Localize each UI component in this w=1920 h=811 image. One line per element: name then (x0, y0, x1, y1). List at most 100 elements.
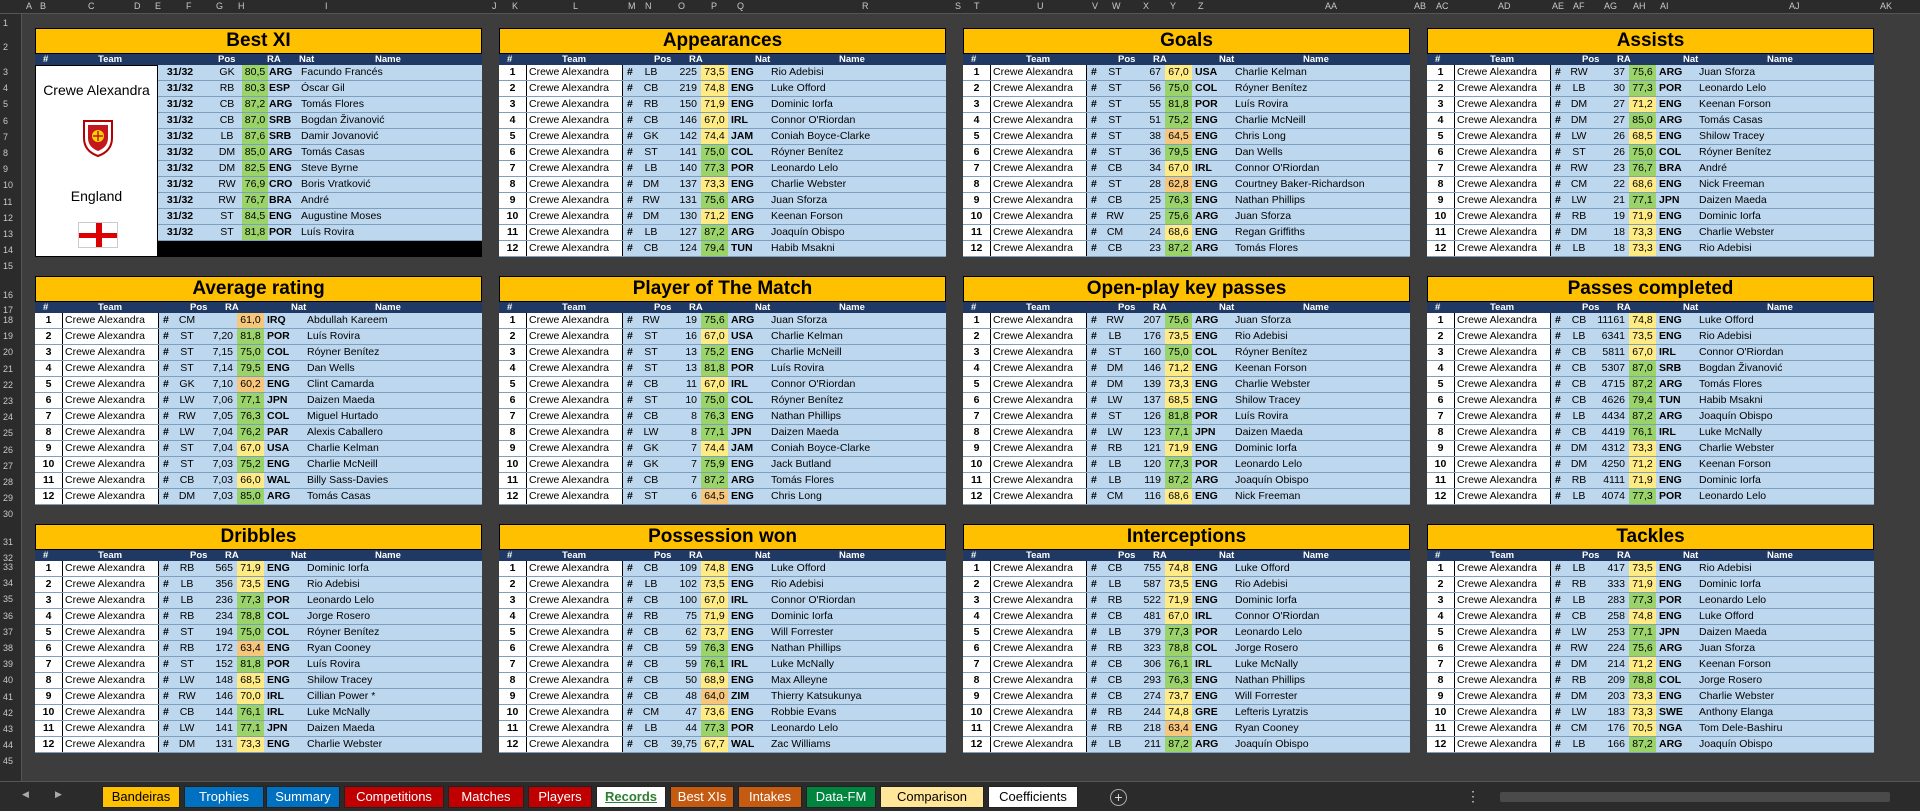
column-header[interactable]: X (1143, 1, 1150, 11)
row-header[interactable]: 11 (3, 196, 13, 207)
column-header[interactable]: N (645, 1, 652, 11)
column-header[interactable]: R (862, 1, 869, 11)
row-header[interactable]: 21 (3, 363, 14, 374)
row-header[interactable]: 16 (3, 290, 14, 300)
row-header[interactable]: 43 (3, 724, 14, 734)
column-header[interactable]: M (628, 1, 636, 11)
row-header[interactable]: 8 (3, 148, 9, 158)
row-header[interactable]: 27 (3, 460, 14, 471)
column-header[interactable]: AA (1325, 1, 1338, 11)
row-header[interactable]: 19 (3, 331, 14, 342)
column-header[interactable]: B (40, 1, 47, 11)
column-header[interactable]: AH (1633, 1, 1646, 11)
column-header[interactable]: E (155, 1, 162, 11)
tab-intakes[interactable]: Intakes (738, 786, 802, 808)
row-header[interactable]: 37 (3, 626, 14, 637)
tab-bestxis[interactable]: Best XIs (670, 786, 734, 808)
row-header[interactable]: 26 (3, 444, 14, 455)
column-header[interactable]: U (1037, 1, 1044, 11)
tab-records[interactable]: Records (596, 786, 666, 808)
tab-scroll-next-icon[interactable]: ▶ (55, 789, 62, 799)
row-header[interactable]: 35 (3, 594, 14, 605)
row-header[interactable]: 41 (3, 691, 14, 702)
column-header[interactable]: J (492, 1, 497, 11)
column-header[interactable]: H (238, 1, 245, 11)
column-header[interactable]: AG (1604, 1, 1618, 11)
row-header[interactable]: 28 (3, 477, 14, 487)
horizontal-scrollbar[interactable] (1500, 792, 1890, 802)
tab-scroll-prev-icon[interactable]: ◀ (22, 789, 29, 799)
tab-players[interactable]: Players (528, 786, 592, 808)
tab-bandeiras[interactable]: Bandeiras (102, 786, 180, 808)
column-header[interactable]: AE (1552, 1, 1565, 11)
column-header[interactable]: T (974, 1, 980, 11)
column-header[interactable]: O (678, 1, 686, 11)
row-header[interactable]: 13 (3, 229, 14, 239)
row-header[interactable]: 9 (3, 164, 9, 175)
row-header[interactable]: 33 (3, 562, 14, 572)
column-header[interactable]: I (325, 1, 328, 11)
row-header[interactable]: 39 (3, 659, 14, 670)
column-header[interactable]: AJ (1789, 1, 1800, 11)
column-header[interactable]: V (1092, 1, 1099, 11)
hash-mark: # (1555, 410, 1561, 422)
column-header[interactable]: L (573, 1, 579, 11)
row-header[interactable]: 32 (3, 553, 14, 563)
column-header[interactable]: D (134, 1, 141, 11)
row-header[interactable]: 2 (3, 42, 9, 52)
tab-competitions[interactable]: Competitions (344, 786, 444, 808)
add-sheet-button[interactable]: + (1110, 789, 1127, 806)
tab-comparison[interactable]: Comparison (880, 786, 984, 808)
row-header[interactable]: 14 (3, 245, 14, 256)
row-header[interactable]: 18 (3, 315, 14, 325)
tab-trophies[interactable]: Trophies (184, 786, 264, 808)
row-header[interactable]: 20 (3, 347, 14, 358)
row-header[interactable]: 7 (3, 131, 9, 142)
column-header[interactable]: F (186, 1, 192, 11)
column-header[interactable]: P (711, 1, 718, 11)
tab-coefficients[interactable]: Coefficients (988, 786, 1078, 808)
row-header[interactable]: 6 (3, 115, 9, 126)
column-header[interactable]: S (955, 1, 962, 11)
row-header[interactable]: 4 (3, 83, 9, 94)
row-header[interactable]: 24 (3, 412, 14, 423)
column-header[interactable]: K (512, 1, 519, 11)
tab-matches[interactable]: Matches (448, 786, 524, 808)
tab-summary[interactable]: Summary (266, 786, 340, 808)
row-header[interactable]: 23 (3, 396, 14, 406)
column-header[interactable]: W (1112, 1, 1121, 11)
row-header[interactable]: 25 (3, 428, 14, 439)
column-header[interactable]: Q (737, 1, 745, 11)
tab-datafm[interactable]: Data-FM (806, 786, 876, 808)
row-header[interactable]: 44 (3, 740, 14, 751)
row-header[interactable]: 10 (3, 180, 14, 191)
more-options-icon[interactable]: ⋮ (1466, 788, 1480, 804)
column-header[interactable]: A (26, 1, 33, 11)
row-header[interactable]: 38 (3, 643, 14, 653)
column-header[interactable]: AB (1414, 1, 1427, 11)
row-header[interactable]: 3 (3, 67, 9, 77)
column-header[interactable]: C (88, 1, 95, 11)
column-header[interactable]: AI (1660, 1, 1669, 11)
column-header[interactable]: G (216, 1, 224, 11)
column-header[interactable]: AC (1436, 1, 1449, 11)
row-header[interactable]: 30 (3, 509, 14, 520)
row-header[interactable]: 36 (3, 610, 14, 621)
row-header[interactable]: 1 (3, 18, 9, 28)
column-header[interactable]: AF (1573, 1, 1585, 11)
column-header[interactable]: Y (1170, 1, 1177, 11)
row-header[interactable]: 31 (3, 537, 14, 547)
row-header[interactable]: 15 (3, 261, 14, 272)
row-header[interactable]: 12 (3, 212, 14, 223)
row-header[interactable]: 40 (3, 675, 14, 686)
row-header[interactable]: 29 (3, 493, 14, 504)
row-header[interactable]: 34 (3, 578, 14, 589)
column-header[interactable]: Z (1198, 1, 1204, 11)
row-header[interactable]: 22 (3, 379, 14, 390)
column-header[interactable]: AD (1498, 1, 1511, 11)
row-header[interactable]: 17 (3, 305, 14, 315)
column-header[interactable]: AK (1880, 1, 1893, 11)
row-header[interactable]: 45 (3, 756, 14, 767)
row-header[interactable]: 42 (3, 707, 14, 718)
row-header[interactable]: 5 (3, 99, 9, 110)
